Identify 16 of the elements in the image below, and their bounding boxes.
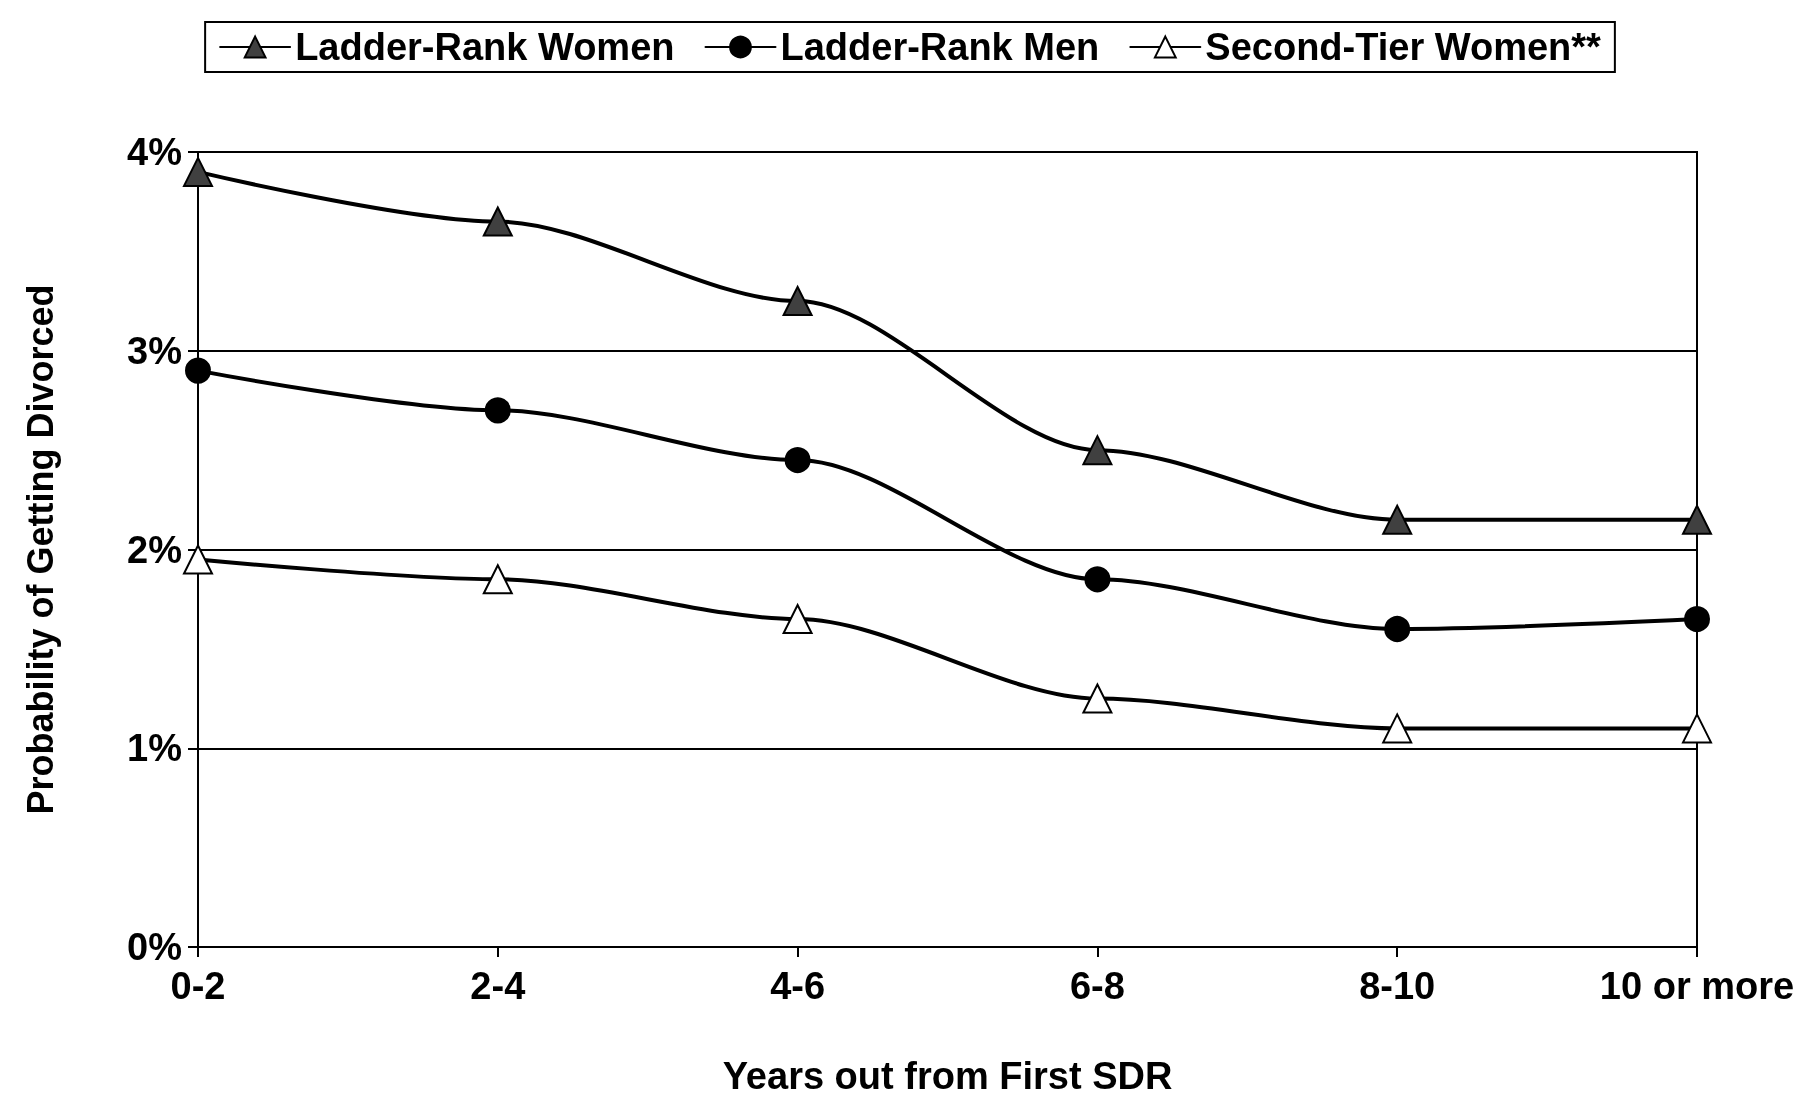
- y-tick-label: 1%: [127, 727, 182, 770]
- x-tick-label: 8-10: [1359, 965, 1436, 1007]
- y-tick-label: 4%: [127, 131, 182, 173]
- legend-label: Second-Tier Women**: [1205, 26, 1602, 68]
- x-tick-label: 10 or more: [1599, 965, 1795, 1007]
- x-tick-label: 0-2: [170, 965, 226, 1007]
- x-axis-title: Years out from First SDR: [722, 1055, 1173, 1097]
- y-tick-label: 0%: [127, 926, 182, 968]
- legend-label: Ladder-Rank Men: [780, 26, 1100, 68]
- x-tick-label: 2-4: [470, 965, 526, 1007]
- legend-label: Ladder-Rank Women: [295, 26, 675, 68]
- y-axis-title: Probability of Getting Divorced: [19, 284, 61, 815]
- x-tick-label: 6-8: [1069, 965, 1125, 1007]
- y-tick-label: 3%: [127, 329, 182, 372]
- x-tick-label: 4-6: [770, 965, 826, 1007]
- y-tick-label: 2%: [127, 528, 182, 571]
